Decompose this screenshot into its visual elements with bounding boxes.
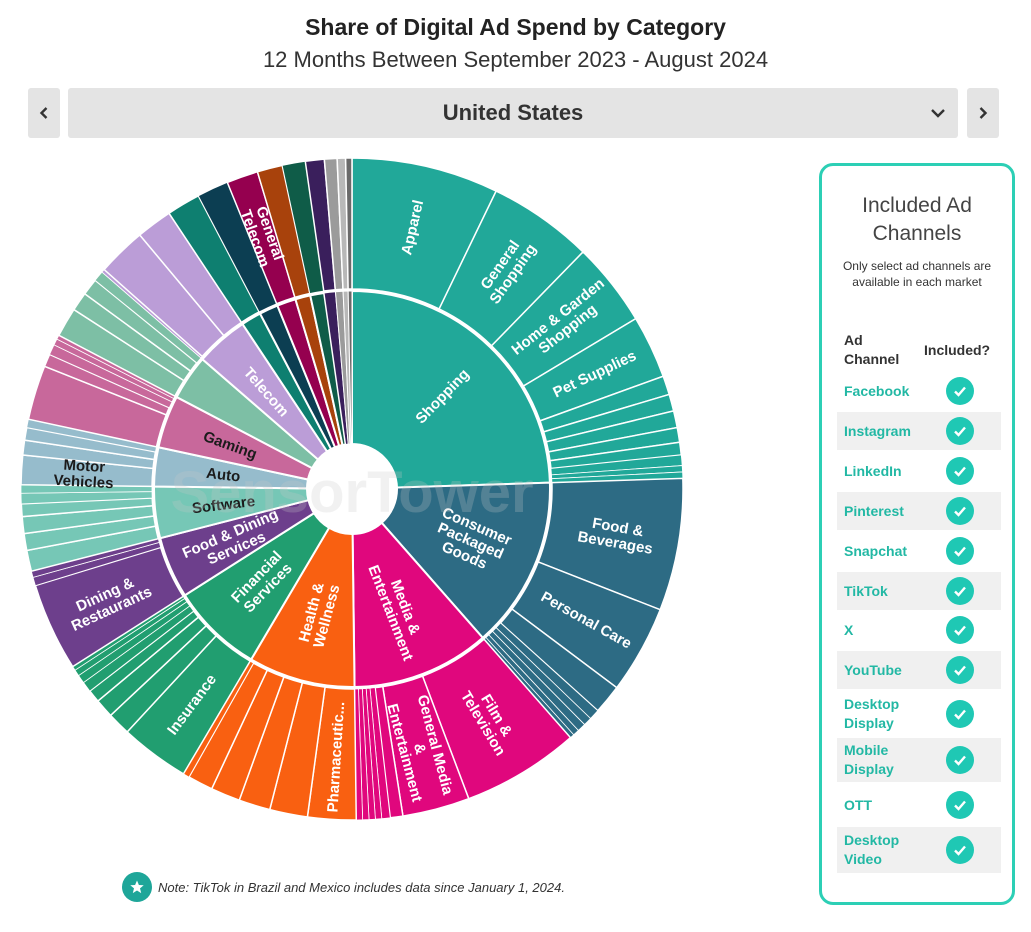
checkmark-icon bbox=[946, 700, 974, 728]
checkmark-icon bbox=[946, 457, 974, 485]
channel-name: OTT bbox=[844, 796, 872, 813]
checkmark-icon bbox=[946, 836, 974, 864]
checkmark-icon bbox=[946, 791, 974, 819]
channel-row-pinterest: Pinterest bbox=[837, 492, 1001, 530]
label-auto-inner: Auto bbox=[205, 465, 241, 486]
footnote: Note: TikTok in Brazil and Mexico includ… bbox=[122, 872, 565, 902]
channel-row-snapchat: Snapchat bbox=[837, 532, 1001, 570]
checkmark-icon bbox=[946, 746, 974, 774]
label-pharmaceutic-outer: Pharmaceutic... bbox=[324, 701, 348, 813]
slice-outer-75[interactable] bbox=[344, 157, 353, 290]
channel-name: X bbox=[844, 621, 854, 638]
slice-inner-19[interactable] bbox=[347, 290, 353, 445]
checkmark-icon bbox=[946, 417, 974, 445]
channel-row-facebook: Facebook bbox=[837, 372, 1001, 410]
panel-title: Included Ad Channels bbox=[862, 194, 972, 245]
slice-shopping[interactable] bbox=[351, 289, 551, 489]
next-market-button[interactable] bbox=[967, 88, 999, 138]
channel-name: TikTok bbox=[844, 582, 888, 599]
footnote-text: Note: TikTok in Brazil and Mexico includ… bbox=[158, 879, 565, 895]
column-header-included: Included? bbox=[924, 342, 991, 358]
chart-subtitle: 12 Months Between September 2023 - Augus… bbox=[262, 47, 769, 72]
channel-name: Desktop Display bbox=[844, 696, 900, 731]
included-channels-panel: Included Ad Channels Only select ad chan… bbox=[819, 163, 1015, 905]
chart-title: Share of Digital Ad Spend by Category bbox=[305, 14, 726, 40]
column-header-channel: Ad Channel bbox=[844, 332, 900, 367]
panel-subtitle: Only select ad channels are available in… bbox=[842, 259, 992, 289]
channel-row-desktop-display: Desktop Display bbox=[837, 692, 1001, 736]
channel-row-youtube: YouTube bbox=[837, 651, 1001, 689]
channel-name: YouTube bbox=[844, 661, 902, 678]
chevron-right-icon bbox=[979, 107, 988, 119]
slice-media-and-entertainment[interactable] bbox=[351, 521, 485, 688]
market-select-value: United States bbox=[442, 100, 584, 125]
checkmark-icon bbox=[946, 377, 974, 405]
channel-row-tiktok: TikTok bbox=[837, 572, 1001, 610]
previous-market-button[interactable] bbox=[28, 88, 60, 138]
channel-row-ott: OTT bbox=[837, 787, 1001, 823]
market-select[interactable]: United States bbox=[68, 88, 958, 138]
chevron-left-icon bbox=[39, 107, 48, 119]
checkmark-icon bbox=[946, 497, 974, 525]
star-icon bbox=[122, 872, 152, 902]
channel-name: Desktop Video bbox=[844, 832, 900, 867]
channel-name: Pinterest bbox=[844, 502, 904, 519]
channel-name: Mobile Display bbox=[844, 742, 894, 777]
chevron-down-icon bbox=[931, 109, 945, 118]
channel-row-mobile-display: Mobile Display bbox=[837, 738, 1001, 782]
checkmark-icon bbox=[946, 616, 974, 644]
slice-consumer-packaged-goods[interactable] bbox=[380, 481, 551, 640]
channel-row-linkedin: LinkedIn bbox=[837, 452, 1001, 490]
channel-name: Facebook bbox=[844, 382, 910, 399]
channel-row-desktop-video: Desktop Video bbox=[837, 827, 1001, 873]
channel-row-x: X bbox=[837, 611, 1001, 649]
channel-name: Snapchat bbox=[844, 542, 908, 559]
channel-row-instagram: Instagram bbox=[837, 412, 1001, 450]
label-motor-vehicles-outer: MotorVehicles bbox=[53, 456, 115, 492]
slice-health-and-wellness[interactable] bbox=[249, 526, 356, 688]
checkmark-icon bbox=[946, 537, 974, 565]
checkmark-icon bbox=[946, 656, 974, 684]
watermark: SensorTower bbox=[170, 460, 533, 525]
checkmark-icon bbox=[946, 577, 974, 605]
channel-name: Instagram bbox=[844, 422, 911, 439]
channel-name: LinkedIn bbox=[844, 462, 902, 479]
